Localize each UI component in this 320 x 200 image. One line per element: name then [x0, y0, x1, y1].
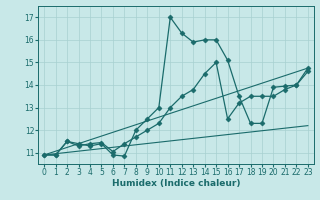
X-axis label: Humidex (Indice chaleur): Humidex (Indice chaleur) [112, 179, 240, 188]
